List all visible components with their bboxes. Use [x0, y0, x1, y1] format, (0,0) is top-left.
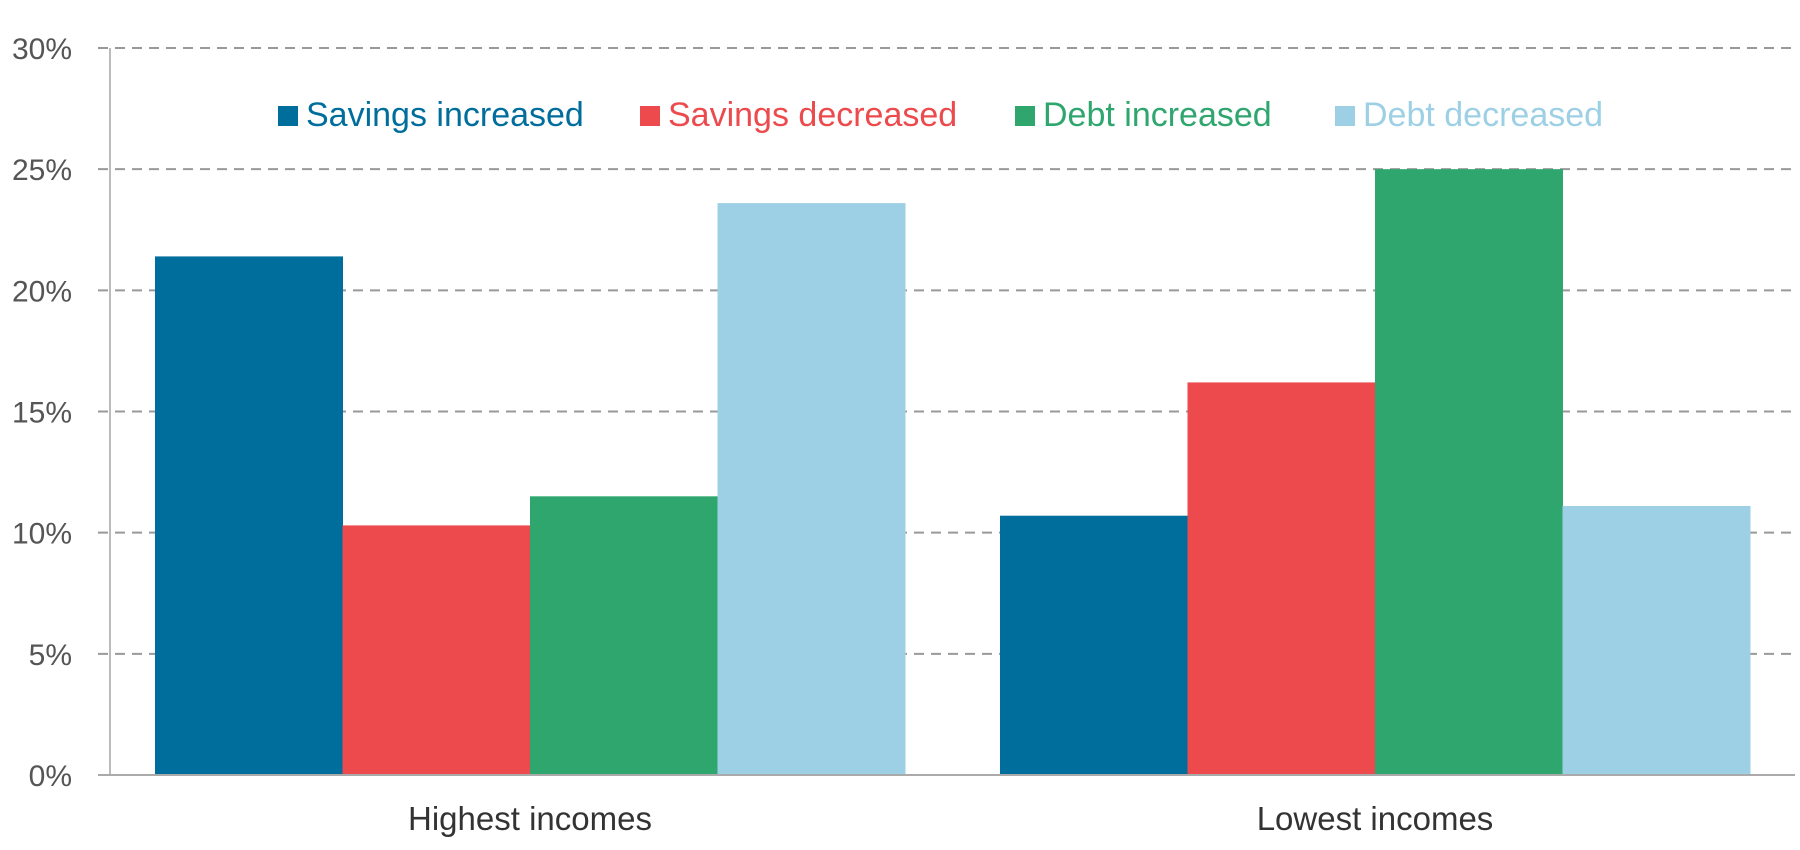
- legend-label: Savings decreased: [668, 96, 957, 134]
- axes: 0% 5% 10% 15% 20% 25% 30% Highest incomes Lowest…: [12, 33, 1795, 837]
- y-tick-label: 5%: [29, 639, 72, 672]
- bars: [155, 169, 1751, 776]
- bar-savings-decreased-lowest-incomes: [1187, 382, 1376, 775]
- legend-item: Savings increased: [278, 96, 584, 134]
- bar-debt-decreased-highest-incomes: [717, 203, 906, 776]
- bar-debt-increased-lowest-incomes: [1375, 169, 1563, 775]
- y-tick-label: 10%: [12, 518, 72, 551]
- x-category-label: Highest incomes: [408, 800, 652, 837]
- legend: Savings increased Savings decreased Debt i…: [278, 96, 1603, 134]
- legend-item: Debt decreased: [1335, 96, 1603, 134]
- y-tick-label: 25%: [12, 154, 72, 187]
- y-tick-label: 15%: [12, 397, 72, 430]
- bar-savings-increased-highest-incomes: [155, 256, 343, 775]
- legend-label: Savings increased: [306, 96, 584, 134]
- legend-swatch: [1015, 106, 1035, 126]
- bar-debt-increased-highest-incomes: [530, 496, 718, 775]
- bar-savings-decreased-highest-incomes: [342, 525, 531, 775]
- y-tick-label: 30%: [12, 33, 72, 66]
- x-category-label: Lowest incomes: [1257, 800, 1494, 837]
- legend-item: Savings decreased: [640, 96, 957, 134]
- legend-swatch: [278, 106, 298, 126]
- legend-label: Debt increased: [1043, 96, 1272, 134]
- legend-label: Debt decreased: [1363, 96, 1603, 134]
- y-tick-label: 0%: [29, 760, 72, 793]
- bar-debt-decreased-lowest-incomes: [1562, 506, 1751, 775]
- y-tick-label: 20%: [12, 275, 72, 308]
- bar-savings-increased-lowest-incomes: [1000, 515, 1188, 775]
- legend-swatch: [1335, 106, 1355, 126]
- legend-item: Debt increased: [1015, 96, 1272, 134]
- legend-swatch: [640, 106, 660, 126]
